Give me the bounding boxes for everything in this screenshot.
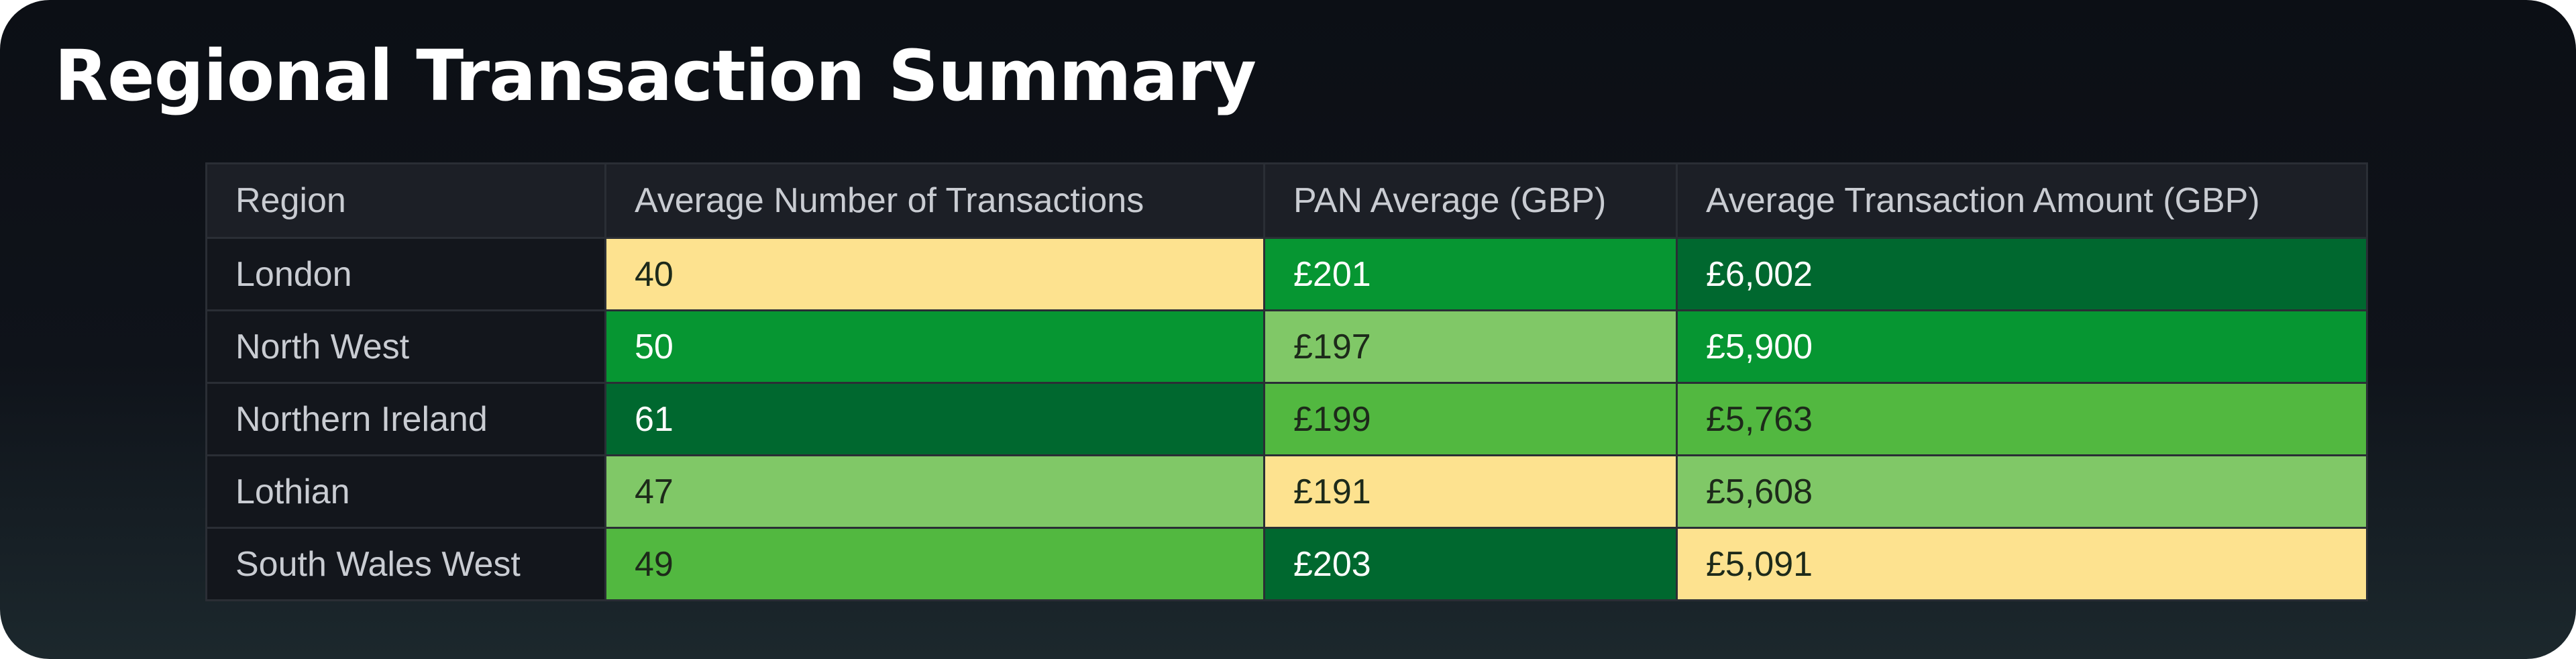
value-cell: £203: [1263, 527, 1678, 601]
column-header: Average Transaction Amount (GBP): [1676, 162, 2368, 239]
region-cell: South Wales West: [205, 527, 606, 601]
region-cell: Lothian: [205, 454, 606, 529]
value-cell: £5,763: [1676, 382, 2368, 456]
table-row: London 40 £201 £6,002: [205, 237, 2368, 311]
column-header: Region: [205, 162, 606, 239]
summary-table: Region Average Number of Transactions PAN …: [205, 162, 2368, 601]
value-cell: £201: [1263, 237, 1678, 311]
table-row: North West 50 £197 £5,900: [205, 309, 2368, 384]
table-row: South Wales West 49 £203 £5,091: [205, 527, 2368, 601]
region-cell: Northern Ireland: [205, 382, 606, 456]
header-row: Region Average Number of Transactions PAN …: [205, 162, 2368, 239]
value-cell: 49: [604, 527, 1265, 601]
value-cell: £197: [1263, 309, 1678, 384]
title: Regional Transaction Summary: [54, 35, 1256, 117]
value-cell: £5,900: [1676, 309, 2368, 384]
value-cell: 50: [604, 309, 1265, 384]
region-cell: North West: [205, 309, 606, 384]
value-cell: £191: [1263, 454, 1678, 529]
value-cell: 40: [604, 237, 1265, 311]
column-header: PAN Average (GBP): [1263, 162, 1678, 239]
value-cell: £199: [1263, 382, 1678, 456]
value-cell: £6,002: [1676, 237, 2368, 311]
value-cell: £5,608: [1676, 454, 2368, 529]
value-cell: 47: [604, 454, 1265, 529]
value-cell: £5,091: [1676, 527, 2368, 601]
value-cell: 61: [604, 382, 1265, 456]
table-row: Lothian 47 £191 £5,608: [205, 454, 2368, 529]
region-cell: London: [205, 237, 606, 311]
table-row: Northern Ireland 61 £199 £5,763: [205, 382, 2368, 456]
column-header: Average Number of Transactions: [604, 162, 1265, 239]
